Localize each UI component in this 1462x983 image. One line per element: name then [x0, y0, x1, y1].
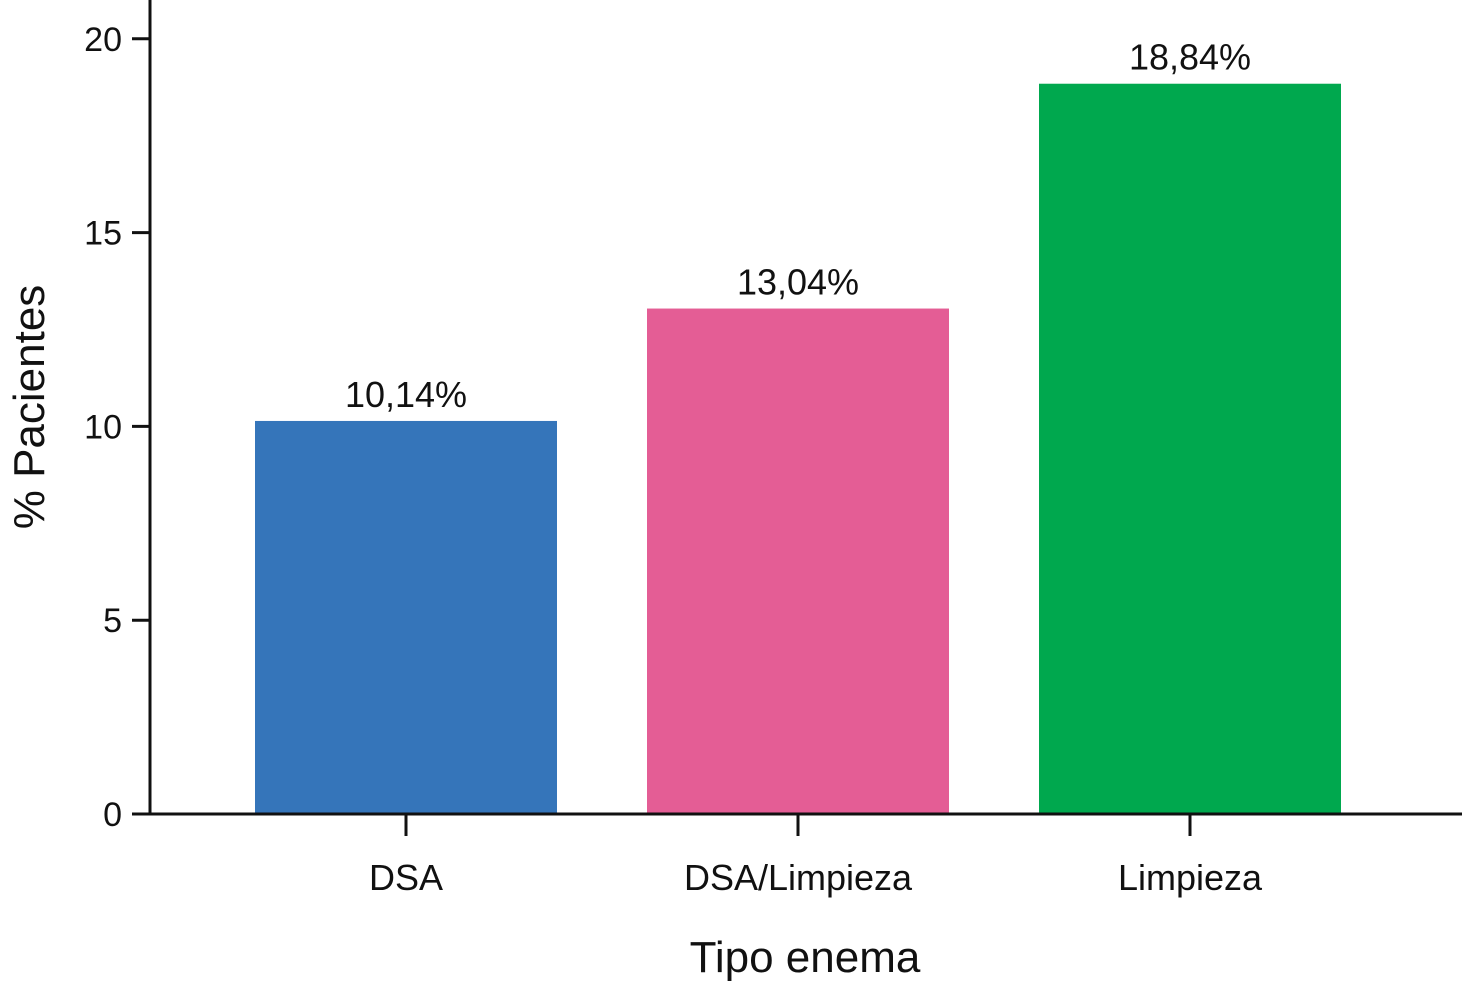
x-axis: DSA DSA/Limpieza Limpieza	[148, 812, 1462, 898]
y-tick-label: 0	[103, 796, 122, 834]
y-tick-label: 10	[84, 408, 122, 446]
bar	[255, 420, 557, 814]
bar	[1039, 83, 1341, 815]
bars-group	[255, 83, 1341, 815]
bar-value-label: 13,04%	[737, 262, 859, 303]
bar	[647, 308, 949, 814]
bar-value-label: 18,84%	[1129, 37, 1251, 78]
y-tick-label: 15	[84, 215, 122, 253]
x-tick-label: DSA/Limpieza	[684, 857, 913, 898]
y-tick-label: 20	[84, 21, 122, 59]
x-axis-title: Tipo enema	[690, 933, 921, 982]
y-tick-label: 5	[103, 602, 122, 640]
x-tick-label: Limpieza	[1118, 857, 1263, 898]
bar-value-label: 10,14%	[345, 374, 467, 415]
y-axis-title: % Pacientes	[5, 285, 54, 530]
x-tick-label: DSA	[369, 857, 443, 898]
data-labels-group: 10,14% 13,04% 18,84%	[345, 37, 1251, 415]
y-axis: 0 5 10 15 20	[84, 0, 152, 834]
